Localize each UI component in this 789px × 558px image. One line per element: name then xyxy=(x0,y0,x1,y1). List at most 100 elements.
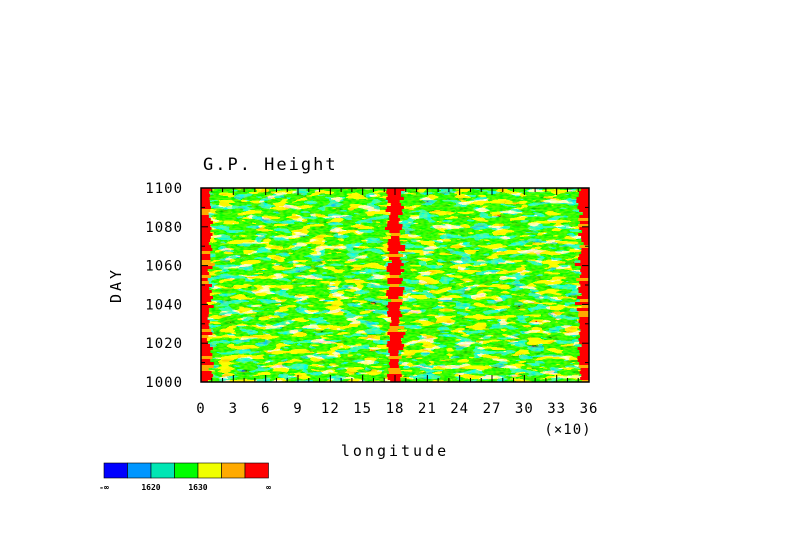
hot-band-segment xyxy=(389,215,399,218)
hot-band-segment xyxy=(386,290,404,293)
hot-band-segment xyxy=(201,326,210,329)
hot-band-segment xyxy=(201,350,211,353)
hot-band-segment xyxy=(388,302,403,305)
hot-band-segment xyxy=(201,341,208,344)
x-tick-label: 30 xyxy=(515,401,534,417)
hot-band-segment xyxy=(201,374,214,377)
hot-band-segment xyxy=(386,269,405,272)
x-tick-label: 27 xyxy=(483,401,502,417)
hot-band-segment xyxy=(578,311,589,314)
hot-band-segment xyxy=(387,296,399,299)
hot-band-segment xyxy=(201,269,208,272)
hot-band-segment xyxy=(201,347,213,350)
hot-band-segment xyxy=(388,350,399,353)
hot-band-segment xyxy=(201,320,210,323)
hot-band-segment xyxy=(201,203,211,206)
hot-band-segment xyxy=(578,194,589,197)
y-tick-label: 1100 xyxy=(145,181,183,197)
hot-band-segment xyxy=(578,257,589,260)
hot-band-segment xyxy=(387,224,403,227)
hot-band-segment xyxy=(201,305,214,308)
hot-band-segment xyxy=(201,338,207,341)
hot-band-segment xyxy=(578,314,589,317)
hot-band-segment xyxy=(389,230,400,233)
hot-band-segment xyxy=(387,311,401,314)
hot-band-segment xyxy=(579,332,589,335)
colorbar-swatch xyxy=(127,462,152,479)
hot-band-segment xyxy=(201,287,210,290)
hot-band-segment xyxy=(386,266,401,269)
hot-band-segment xyxy=(201,329,212,332)
hot-band-segment xyxy=(388,329,398,332)
hot-band-segment xyxy=(581,374,589,377)
hot-band-segment xyxy=(201,335,209,338)
hot-bands xyxy=(201,188,589,382)
x-tick-label: 3 xyxy=(229,401,238,417)
hot-band-segment xyxy=(579,245,589,248)
hot-band-segment xyxy=(387,263,404,266)
hot-band-segment xyxy=(389,272,401,275)
x-tick-label: 12 xyxy=(321,401,340,417)
hot-band-segment xyxy=(201,266,213,269)
hot-band-segment xyxy=(388,368,401,371)
hot-band-segment xyxy=(201,194,211,197)
x-tick-label: 6 xyxy=(261,401,270,417)
hot-band-segment xyxy=(576,278,589,281)
hot-band-segment xyxy=(201,245,212,248)
hot-band-segment xyxy=(580,368,589,371)
hot-band-segment xyxy=(201,221,213,224)
hot-band-segment xyxy=(576,200,589,203)
hot-band-segment xyxy=(579,326,589,329)
hot-band-segment xyxy=(201,212,209,215)
hot-band-segment xyxy=(389,323,399,326)
hot-band-segment xyxy=(201,296,214,299)
hot-band-segment xyxy=(579,323,589,326)
hot-band-segment xyxy=(579,350,589,353)
hot-band-segment xyxy=(201,365,214,368)
x-tick-label: 36 xyxy=(580,401,599,417)
y-tick-label: 1040 xyxy=(145,297,183,313)
hot-band-segment xyxy=(580,284,589,287)
hot-band-segment xyxy=(389,335,404,338)
hot-band-segment xyxy=(579,317,589,320)
hot-band-segment xyxy=(388,245,406,248)
x-tick-label: 0 xyxy=(196,401,205,417)
hot-band-segment xyxy=(581,293,589,296)
hot-band-segment xyxy=(201,380,208,382)
hot-band-segment xyxy=(201,293,210,296)
hot-band-segment xyxy=(578,320,589,323)
hot-band-segment xyxy=(580,269,589,272)
hot-band-segment xyxy=(384,227,402,230)
hot-band-segment xyxy=(386,206,404,209)
hot-band-segment xyxy=(201,362,214,365)
hot-band-segment xyxy=(579,299,589,302)
hot-band-segment xyxy=(391,233,401,236)
hot-band-segment xyxy=(579,254,589,257)
hot-band-segment xyxy=(580,260,589,263)
hot-band-segment xyxy=(386,344,405,347)
hot-band-segment xyxy=(581,344,589,347)
hot-band-segment xyxy=(385,293,403,296)
y-axis-label: DAY xyxy=(107,267,125,303)
hot-band-segment xyxy=(391,236,400,239)
x-tick-label: 9 xyxy=(293,401,302,417)
hot-band-segment xyxy=(201,200,210,203)
hot-band-segment xyxy=(578,290,589,293)
hot-band-segment xyxy=(387,305,400,308)
hot-band-segment xyxy=(201,215,209,218)
hot-band-segment xyxy=(577,356,589,359)
hot-band-segment xyxy=(387,341,402,344)
hot-band-segment xyxy=(387,200,400,203)
hot-band-segment xyxy=(201,254,211,257)
hot-band-segment xyxy=(389,284,400,287)
hot-band-segment xyxy=(581,272,589,275)
hot-band-segment xyxy=(391,260,402,263)
hot-band-segment xyxy=(201,299,212,302)
hot-band-segment xyxy=(390,212,403,215)
hot-band-segment xyxy=(201,281,209,284)
colorbar-swatch xyxy=(197,462,222,479)
hot-band-segment xyxy=(201,344,210,347)
hot-band-segment xyxy=(390,203,402,206)
y-ticks: 1000 1020 1040 1060 1080 1100 xyxy=(145,181,589,391)
hot-band-segment xyxy=(580,335,589,338)
